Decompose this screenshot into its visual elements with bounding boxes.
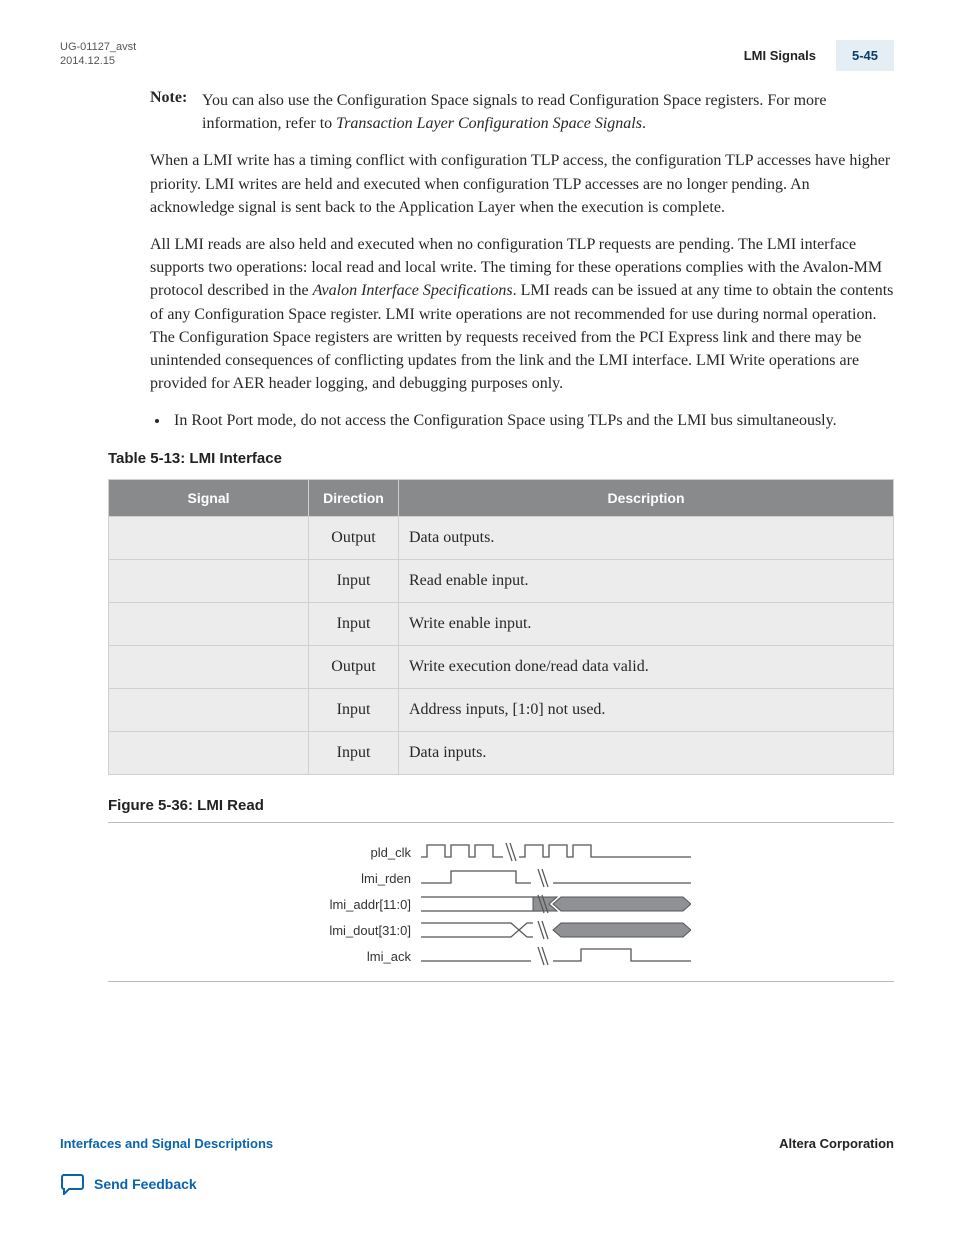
cell-description: Address inputs, [1:0] not used. <box>399 689 894 732</box>
timing-label: lmi_addr[11:0] <box>311 897 421 912</box>
header-right: LMI Signals 5-45 <box>744 40 894 71</box>
cell-direction: Output <box>309 646 399 689</box>
paragraph-2: All LMI reads are also held and executed… <box>150 233 894 395</box>
timing-row: pld_clk <box>311 841 691 863</box>
cell-direction: Input <box>309 689 399 732</box>
timing-row: lmi_rden <box>311 867 691 889</box>
cell-direction: Input <box>309 603 399 646</box>
note-text-2: . <box>642 115 646 132</box>
note-block: Note: You can also use the Configuration… <box>150 89 894 135</box>
lmi-interface-table: Signal Direction Description OutputData … <box>108 479 894 775</box>
timing-row: lmi_ack <box>311 945 691 967</box>
para2-italic: Avalon Interface Specifications <box>313 282 513 299</box>
page-footer: Interfaces and Signal Descriptions Alter… <box>60 1136 894 1195</box>
bullet-list: In Root Port mode, do not access the Con… <box>170 409 894 432</box>
table-row: OutputWrite execution done/read data val… <box>109 646 894 689</box>
cell-signal <box>109 603 309 646</box>
timing-label: lmi_dout[31:0] <box>311 923 421 938</box>
th-direction: Direction <box>309 480 399 517</box>
waveform <box>421 945 691 967</box>
table-row: OutputData outputs. <box>109 517 894 560</box>
th-signal: Signal <box>109 480 309 517</box>
footer-company: Altera Corporation <box>779 1136 894 1151</box>
feedback-label: Send Feedback <box>94 1176 197 1192</box>
cell-signal <box>109 732 309 775</box>
th-description: Description <box>399 480 894 517</box>
timing-row: lmi_addr[11:0] <box>311 893 691 915</box>
figure-caption: Figure 5-36: LMI Read <box>108 797 894 814</box>
cell-signal <box>109 517 309 560</box>
note-label: Note: <box>150 89 202 135</box>
cell-description: Read enable input. <box>399 560 894 603</box>
cell-direction: Input <box>309 560 399 603</box>
speech-bubble-icon <box>60 1173 84 1195</box>
cell-direction: Input <box>309 732 399 775</box>
cell-signal <box>109 560 309 603</box>
cell-signal <box>109 689 309 732</box>
bullet-item-1: In Root Port mode, do not access the Con… <box>170 409 894 432</box>
table-caption: Table 5-13: LMI Interface <box>108 450 894 467</box>
page-header: UG-01127_avst 2014.12.15 LMI Signals 5-4… <box>60 40 894 71</box>
note-body: You can also use the Configuration Space… <box>202 89 894 135</box>
table-row: InputAddress inputs, [1:0] not used. <box>109 689 894 732</box>
doc-id-line2: 2014.12.15 <box>60 54 136 68</box>
timing-label: lmi_rden <box>311 871 421 886</box>
page-number: 5-45 <box>834 40 894 71</box>
waveform <box>421 867 691 889</box>
timing-row: lmi_dout[31:0] <box>311 919 691 941</box>
doc-id-line1: UG-01127_avst <box>60 40 136 54</box>
cell-signal <box>109 646 309 689</box>
timing-diagram: pld_clk lmi_rden lmi_addr[11:0] lmi_dout[31… <box>108 822 894 982</box>
send-feedback-link[interactable]: Send Feedback <box>60 1173 894 1195</box>
timing-label: pld_clk <box>311 845 421 860</box>
cell-description: Write enable input. <box>399 603 894 646</box>
doc-id: UG-01127_avst 2014.12.15 <box>60 40 136 69</box>
main-content: Note: You can also use the Configuration… <box>150 89 894 982</box>
paragraph-1: When a LMI write has a timing conflict w… <box>150 149 894 219</box>
timing-label: lmi_ack <box>311 949 421 964</box>
cell-description: Data outputs. <box>399 517 894 560</box>
footer-link-left[interactable]: Interfaces and Signal Descriptions <box>60 1136 273 1151</box>
table-row: InputWrite enable input. <box>109 603 894 646</box>
table-header-row: Signal Direction Description <box>109 480 894 517</box>
waveform <box>421 841 691 863</box>
section-title: LMI Signals <box>744 40 834 71</box>
cell-direction: Output <box>309 517 399 560</box>
cell-description: Write execution done/read data valid. <box>399 646 894 689</box>
waveform <box>421 919 691 941</box>
table-row: InputRead enable input. <box>109 560 894 603</box>
waveform <box>421 893 691 915</box>
table-row: InputData inputs. <box>109 732 894 775</box>
note-italic: Transaction Layer Configuration Space Si… <box>336 115 642 132</box>
cell-description: Data inputs. <box>399 732 894 775</box>
